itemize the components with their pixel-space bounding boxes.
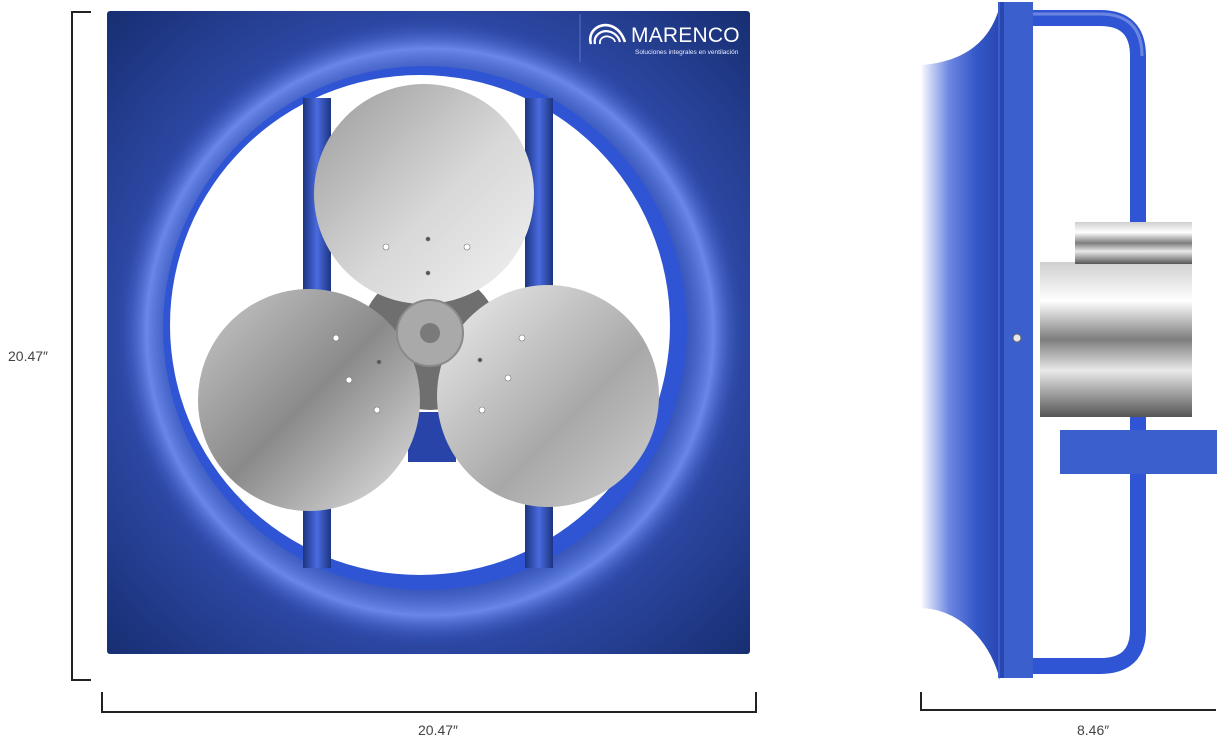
side-bolt bbox=[1012, 333, 1022, 343]
swirl-logo-icon bbox=[588, 23, 627, 45]
fan-blade-left bbox=[198, 289, 420, 511]
front-width-label: 20.47″ bbox=[418, 722, 458, 738]
side-shroud bbox=[922, 5, 1000, 680]
motor-cap bbox=[1075, 222, 1192, 264]
blade-rivets bbox=[332, 236, 526, 414]
side-depth-dimension-line bbox=[920, 692, 1216, 711]
fan-blade-top bbox=[314, 84, 534, 304]
brand-logo-block: MARENCO Soluciones integrales en ventila… bbox=[585, 18, 750, 62]
brand-name: MARENCO bbox=[631, 24, 740, 47]
front-width-dimension-line bbox=[101, 692, 757, 713]
fan-hub-center bbox=[420, 323, 440, 343]
side-depth-label: 8.46″ bbox=[1077, 722, 1110, 738]
fan-blade-right bbox=[437, 285, 659, 507]
front-height-label: 20.47″ bbox=[8, 348, 48, 364]
motor-base bbox=[1060, 430, 1217, 474]
front-height-dimension-line bbox=[71, 11, 91, 681]
side-view-diagram bbox=[920, 2, 1217, 711]
side-panel-edge bbox=[1000, 2, 1004, 678]
motor-body bbox=[1040, 262, 1192, 417]
side-handle-highlight bbox=[1033, 12, 1144, 57]
brand-tagline: Soluciones integrales en ventilación bbox=[635, 49, 739, 56]
